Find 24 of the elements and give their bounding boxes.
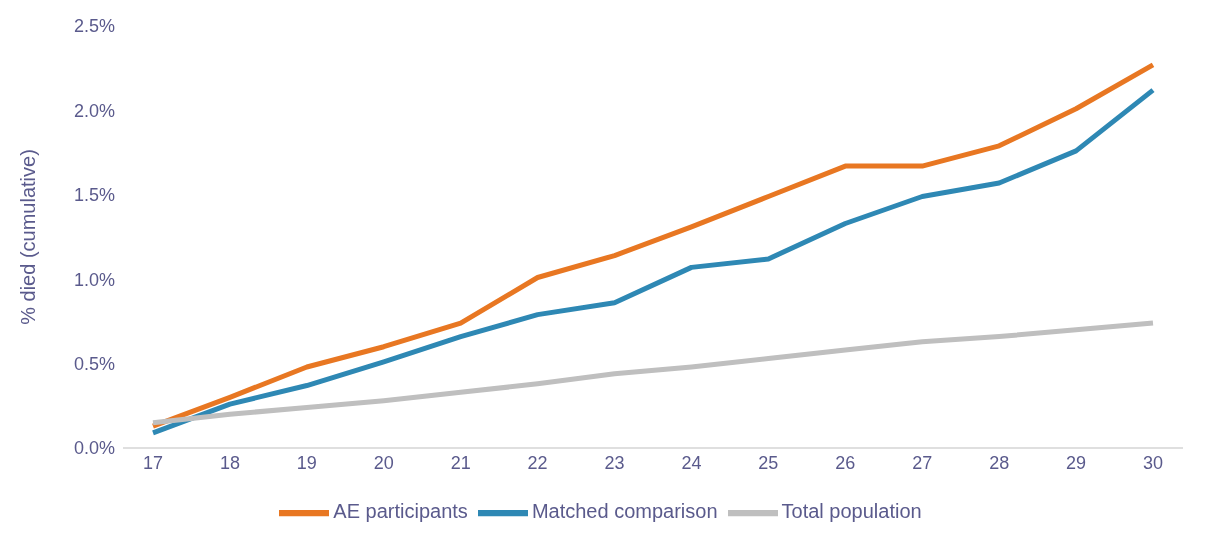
x-tick-label: 21 xyxy=(450,452,471,473)
x-tick-label: 27 xyxy=(912,452,933,473)
y-axis-title: % died (cumulative) xyxy=(17,149,40,325)
legend-label: Total population xyxy=(781,500,922,523)
x-tick-label: 24 xyxy=(681,452,702,473)
x-tick-label: 17 xyxy=(142,452,164,473)
x-tick-label: 28 xyxy=(989,452,1010,473)
x-tick-label: 20 xyxy=(373,452,394,473)
x-tick-label: 29 xyxy=(1066,452,1087,473)
y-tick-label: 0.0% xyxy=(73,438,115,459)
x-tick-label: 23 xyxy=(604,452,625,473)
y-tick-label: 1.5% xyxy=(73,185,115,206)
y-tick-label: 0.5% xyxy=(73,353,115,374)
x-tick-label: 19 xyxy=(296,452,317,473)
x-tick-label: 18 xyxy=(219,452,240,473)
x-tick-label: 22 xyxy=(527,452,548,473)
x-tick-label: 26 xyxy=(835,452,856,473)
legend-label: AE participants xyxy=(333,500,468,523)
y-tick-label: 1.0% xyxy=(73,269,115,290)
x-tick-label: 25 xyxy=(758,452,779,473)
legend-label: Matched comparison xyxy=(531,500,718,523)
y-tick-label: 2.0% xyxy=(73,100,115,121)
x-tick-label: 30 xyxy=(1142,452,1164,473)
y-tick-label: 2.5% xyxy=(73,16,115,37)
